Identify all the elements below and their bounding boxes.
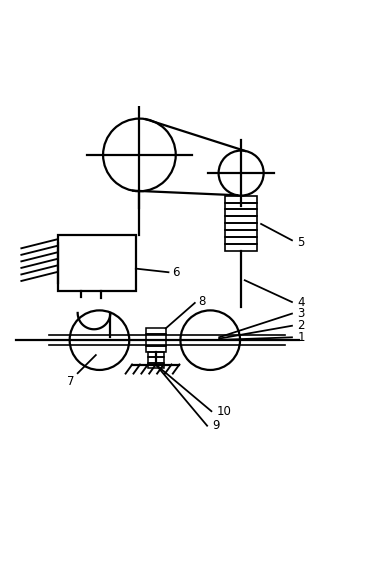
Text: 5: 5: [298, 236, 305, 248]
Bar: [225, 196, 257, 202]
Text: 6: 6: [172, 266, 180, 279]
Bar: [148, 352, 164, 357]
Text: 2: 2: [298, 319, 305, 332]
Bar: [225, 202, 257, 209]
Text: 8: 8: [198, 294, 206, 308]
Text: 7: 7: [67, 375, 74, 388]
Text: 9: 9: [213, 419, 220, 432]
Bar: [225, 231, 257, 237]
Bar: [225, 209, 257, 216]
Bar: [225, 237, 257, 244]
Bar: [146, 346, 166, 352]
Bar: [58, 235, 136, 291]
Bar: [225, 224, 257, 231]
Bar: [225, 244, 257, 251]
Bar: [225, 216, 257, 224]
Bar: [146, 328, 166, 334]
Text: 3: 3: [298, 307, 305, 320]
Text: 10: 10: [217, 405, 232, 417]
Bar: [148, 363, 164, 368]
Text: 1: 1: [298, 331, 305, 344]
Bar: [146, 334, 166, 340]
Bar: [148, 357, 164, 363]
Text: 4: 4: [298, 296, 305, 309]
Bar: [146, 340, 166, 346]
